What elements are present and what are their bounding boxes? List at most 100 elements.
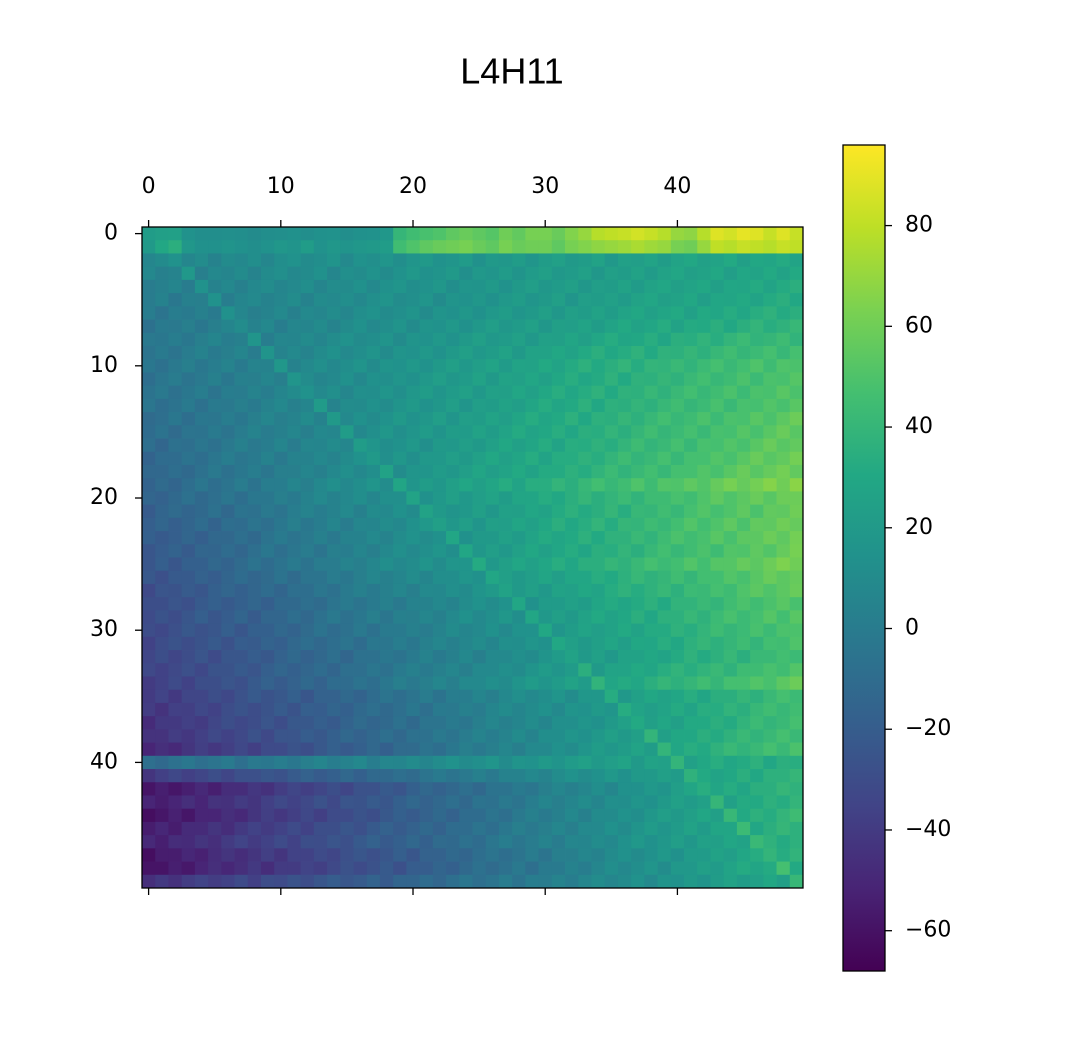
heatmap-cell (565, 504, 579, 519)
heatmap-cell (750, 478, 764, 492)
heatmap-cell (565, 266, 579, 281)
heatmap-cell (274, 716, 288, 730)
heatmap-cell (551, 517, 566, 532)
heatmap-cell (485, 240, 500, 254)
heatmap-cell (155, 451, 169, 466)
heatmap-cell (617, 821, 632, 836)
heatmap-cell (459, 782, 473, 796)
heatmap-cell (168, 650, 183, 664)
heatmap-cell (604, 597, 619, 611)
heatmap-cell (591, 372, 606, 387)
heatmap-cell (750, 795, 764, 810)
heatmap-cell (366, 412, 381, 426)
heatmap-cell (750, 808, 764, 823)
heatmap-cell (578, 517, 592, 532)
heatmap-cell (181, 689, 196, 704)
heatmap-cell (750, 650, 764, 664)
heatmap-cell (551, 240, 566, 254)
heatmap-cell (366, 345, 381, 360)
heatmap-cell (247, 610, 262, 624)
heatmap-cell (353, 279, 368, 294)
heatmap-cell (750, 848, 764, 862)
heatmap-cell (617, 306, 632, 320)
heatmap-cell (194, 636, 209, 651)
heatmap-cell (498, 517, 513, 532)
heatmap-cell (419, 306, 434, 320)
heatmap-cell (723, 742, 738, 757)
heatmap-cell (591, 253, 606, 268)
heatmap-cell (313, 544, 328, 558)
heatmap-cell (274, 742, 288, 757)
heatmap-cell (565, 610, 579, 624)
heatmap-cell (327, 425, 341, 439)
heatmap-cell (710, 663, 725, 677)
heatmap-cell (234, 702, 249, 717)
heatmap-cell (551, 663, 566, 677)
heatmap-cell (300, 676, 315, 691)
heatmap-cell (763, 372, 777, 387)
heatmap-cell (723, 531, 738, 545)
heatmap-cell (432, 531, 447, 545)
heatmap-cell (313, 332, 328, 347)
heatmap-cell (525, 504, 539, 519)
heatmap-cell (260, 227, 275, 241)
heatmap-cell (657, 517, 672, 532)
heatmap-cell (578, 451, 592, 466)
heatmap-cell (657, 636, 672, 651)
heatmap-cell (379, 227, 394, 241)
heatmap-cell (379, 663, 394, 677)
heatmap-cell (181, 345, 196, 360)
heatmap-cell (366, 742, 381, 757)
heatmap-cell (525, 557, 539, 572)
heatmap-cell (260, 372, 275, 387)
heatmap-cell (644, 729, 658, 743)
heatmap-cell (419, 716, 434, 730)
heatmap-cell (604, 623, 619, 638)
heatmap-cell (617, 531, 632, 545)
heatmap-cell (366, 808, 381, 823)
heatmap-cell (538, 504, 553, 519)
heatmap-cell (300, 610, 315, 624)
heatmap-cell (657, 531, 672, 545)
heatmap-cell (736, 702, 751, 717)
heatmap-cell (287, 835, 302, 849)
heatmap-cell (274, 597, 288, 611)
heatmap-cell (710, 517, 725, 532)
heatmap-cell (274, 279, 288, 294)
heatmap-cell (578, 610, 592, 624)
heatmap-cell (763, 359, 777, 373)
heatmap-cell (194, 557, 209, 572)
heatmap-cell (512, 345, 526, 360)
heatmap-cell (525, 240, 539, 254)
heatmap-cell (446, 570, 460, 585)
heatmap-cell (763, 279, 777, 294)
heatmap-cell (776, 359, 791, 373)
heatmap-cell (353, 742, 368, 757)
heatmap-cell (591, 504, 606, 519)
heatmap-cell (684, 636, 698, 651)
heatmap-cell (459, 544, 473, 558)
heatmap-cell (657, 583, 672, 598)
heatmap-cell (565, 729, 579, 743)
heatmap-cell (789, 821, 804, 836)
heatmap-cell (432, 702, 447, 717)
heatmap-cell (604, 372, 619, 387)
heatmap-cell (247, 557, 262, 572)
heatmap-cell (710, 583, 725, 598)
heatmap-cell (221, 650, 235, 664)
heatmap-cell (525, 795, 539, 810)
heatmap-cell (604, 729, 619, 743)
heatmap-cell (181, 279, 196, 294)
heatmap-cell (604, 610, 619, 624)
heatmap-cell (512, 663, 526, 677)
heatmap-cell (432, 676, 447, 691)
heatmap-cell (221, 782, 235, 796)
heatmap-cell (340, 504, 354, 519)
heatmap-cell (551, 398, 566, 413)
heatmap-cell (313, 227, 328, 241)
heatmap-cell (155, 848, 169, 862)
heatmap-cell (723, 782, 738, 796)
heatmap-cell (393, 345, 407, 360)
heatmap-cell (657, 451, 672, 466)
heatmap-cell (208, 345, 222, 360)
